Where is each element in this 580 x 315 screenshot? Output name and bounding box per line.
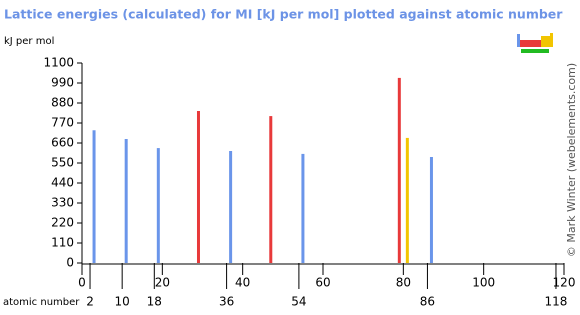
bar bbox=[196, 111, 200, 263]
group-tick-label: 10 bbox=[115, 295, 130, 309]
x-tick-label: 120 bbox=[553, 276, 576, 290]
group-tick-label: 2 bbox=[86, 295, 94, 309]
y-tick-label: 110 bbox=[51, 236, 74, 250]
chart-title: Lattice energies (calculated) for MI [kJ… bbox=[4, 7, 563, 22]
bar bbox=[92, 130, 96, 263]
y-tick-label: 660 bbox=[51, 136, 74, 150]
group-tick-label: 54 bbox=[291, 295, 306, 309]
group-tick-label: 86 bbox=[420, 295, 435, 309]
x-tick-label: 20 bbox=[155, 276, 170, 290]
bar bbox=[429, 157, 433, 263]
y-tick-label: 1100 bbox=[43, 56, 74, 70]
y-tick-label: 550 bbox=[51, 156, 74, 170]
x-tick-label: 60 bbox=[315, 276, 330, 290]
y-tick-label: 990 bbox=[51, 76, 74, 90]
bar bbox=[124, 139, 128, 263]
x-tick-label: 40 bbox=[235, 276, 250, 290]
y-tick-label: 0 bbox=[66, 256, 74, 270]
y-tick-label: 220 bbox=[51, 216, 74, 230]
group-tick-label: 36 bbox=[219, 295, 234, 309]
x-tick-label: 80 bbox=[396, 276, 411, 290]
periodic-icon bbox=[517, 33, 553, 53]
y-tick-label: 880 bbox=[51, 96, 74, 110]
group-tick-label: 118 bbox=[545, 295, 568, 309]
x-tick-label: 100 bbox=[472, 276, 495, 290]
y-tick-label: 440 bbox=[51, 176, 74, 190]
bar bbox=[269, 116, 273, 263]
bar bbox=[405, 137, 409, 263]
x-tick-label: 0 bbox=[78, 276, 86, 290]
y-axis-label: kJ per mol bbox=[4, 36, 54, 47]
bar bbox=[397, 77, 401, 263]
y-tick-label: 770 bbox=[51, 116, 74, 130]
credit: © Mark Winter (webelements.com) bbox=[565, 63, 578, 257]
y-tick-label: 330 bbox=[51, 196, 74, 210]
group-tick-label: 18 bbox=[147, 295, 162, 309]
bar bbox=[229, 151, 233, 263]
x-axis-label: atomic number bbox=[3, 297, 80, 308]
bar bbox=[156, 148, 160, 263]
bar bbox=[301, 153, 305, 263]
